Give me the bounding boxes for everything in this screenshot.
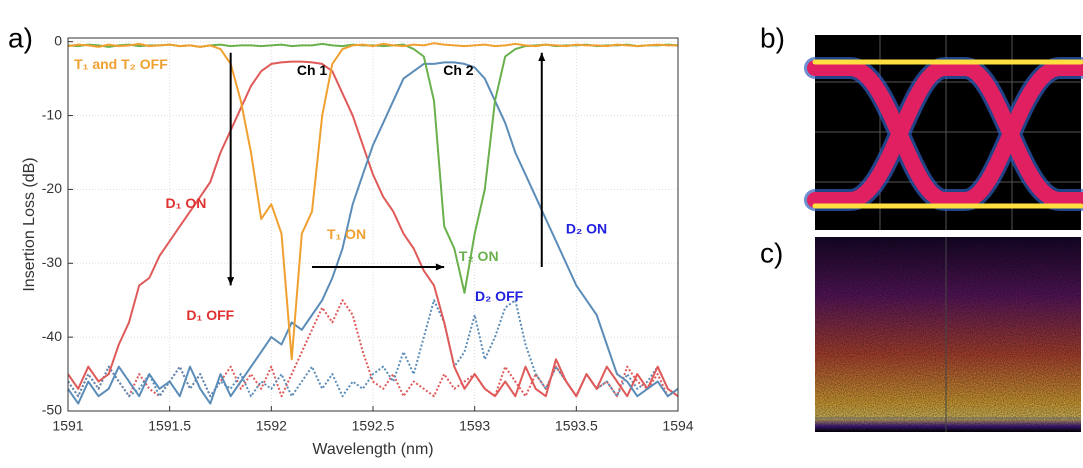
y-tick-label: 0 [54, 32, 62, 48]
plot-frame [67, 37, 679, 412]
series-line [68, 60, 678, 398]
x-axis-label: Wavelength (nm) [312, 441, 433, 458]
annotation: D₂ ON [566, 221, 607, 237]
arrow-head [435, 263, 445, 271]
annotation: D₂ OFF [475, 288, 524, 304]
eye-diagram-b [804, 35, 1083, 230]
x-tick-label: 1591 [52, 418, 83, 434]
annotation: T₂ ON [459, 248, 499, 264]
annotation: Ch 1 [297, 62, 328, 78]
y-tick-label: -20 [42, 180, 62, 196]
eye-diagram-c [815, 237, 1081, 432]
x-tick-label: 1591.5 [148, 418, 191, 434]
x-tick-label: 1593.5 [555, 418, 598, 434]
annotation: D₁ ON [166, 195, 207, 211]
x-tick-label: 1592.5 [352, 418, 395, 434]
y-tick-label: -50 [42, 402, 62, 418]
x-tick-label: 1592 [256, 418, 287, 434]
arrow-head [538, 52, 546, 62]
y-axis-label: Insertion Loss (dB) [21, 157, 38, 291]
y-tick-label: -40 [42, 328, 62, 344]
x-tick-label: 1593 [459, 418, 490, 434]
panel-label: b) [760, 22, 785, 53]
y-tick-label: -10 [42, 106, 62, 122]
panel-label: a) [8, 22, 33, 53]
panel-label: c) [760, 237, 783, 268]
y-tick-label: -30 [42, 254, 62, 270]
series-line [68, 61, 678, 405]
x-tick-label: 1594 [662, 418, 693, 434]
series-line [68, 42, 678, 361]
annotation: D₁ OFF [186, 307, 234, 323]
annotation: T₁ and T₂ OFF [74, 56, 168, 72]
annotation: T₁ ON [327, 226, 366, 242]
annotation: Ch 2 [443, 62, 474, 78]
arrow-head [227, 277, 235, 286]
